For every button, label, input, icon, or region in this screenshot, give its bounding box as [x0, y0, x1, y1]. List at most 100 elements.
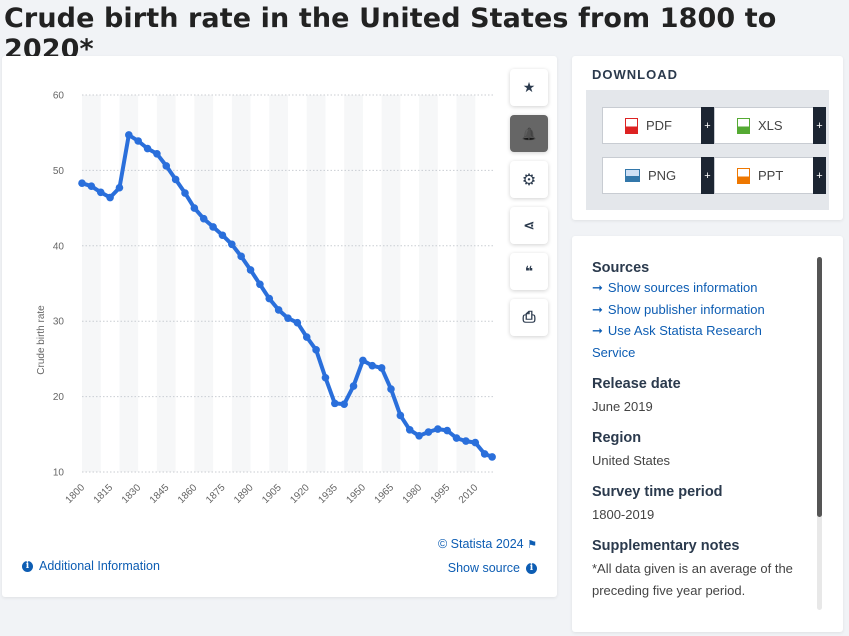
release-heading: Release date	[592, 376, 681, 392]
data-point[interactable]	[312, 346, 320, 354]
data-point[interactable]	[488, 453, 496, 461]
data-point[interactable]	[181, 189, 189, 197]
data-point[interactable]	[115, 183, 124, 192]
survey-heading: Survey time period	[592, 484, 723, 500]
data-point[interactable]	[274, 306, 283, 314]
y-tick-label: 50	[53, 166, 65, 177]
data-point[interactable]	[190, 204, 199, 212]
data-point[interactable]	[96, 188, 105, 197]
download-pdf-button[interactable]: PDF +	[602, 107, 714, 144]
grid-band	[344, 95, 363, 472]
info-scrollbar[interactable]	[817, 257, 822, 610]
x-tick-label: 1890	[232, 482, 256, 506]
x-tick-label: 1875	[204, 482, 228, 506]
x-tick-label: 1995	[429, 482, 453, 506]
sources-heading: Sources	[592, 260, 650, 276]
copyright-link[interactable]: © Statista 2024 ⚑	[438, 537, 537, 551]
plus-icon[interactable]: +	[701, 157, 714, 194]
grid-band	[456, 95, 476, 472]
data-point[interactable]	[434, 425, 442, 433]
download-png-button[interactable]: PNG +	[602, 157, 714, 194]
data-point[interactable]	[171, 175, 180, 184]
arrow-right-icon: ➞	[592, 280, 603, 295]
x-tick-label: 1920	[288, 482, 312, 506]
sources-info-label: Show sources information	[607, 280, 758, 295]
data-point[interactable]	[293, 318, 302, 327]
data-point[interactable]	[284, 314, 292, 322]
data-point[interactable]	[443, 426, 451, 435]
data-point[interactable]	[321, 373, 330, 382]
scrollbar-thumb[interactable]	[817, 257, 822, 517]
chart-card: 10 20 30 40 50 60 1800 1815 1830 1845 1860 1875 189…	[2, 56, 557, 597]
data-point[interactable]	[405, 425, 414, 434]
x-tick-label: 1830	[120, 482, 144, 506]
data-point[interactable]	[415, 432, 423, 440]
flag-icon: ⚑	[527, 539, 537, 551]
data-point[interactable]	[424, 428, 433, 436]
grid-band	[231, 95, 251, 472]
data-point[interactable]	[302, 333, 311, 341]
data-point[interactable]	[368, 361, 377, 370]
data-point[interactable]	[199, 214, 208, 223]
survey-value: 1800-2019	[592, 507, 655, 522]
print-icon[interactable]: ⎙	[510, 299, 548, 336]
chart-toolbar: ★ 🔔 ⚙ ⋖ ❝ ⎙	[510, 69, 548, 345]
ask-research-link[interactable]: ➞ Use Ask Statista Research Service	[592, 320, 802, 363]
data-point[interactable]	[87, 182, 96, 191]
data-point[interactable]	[246, 266, 255, 274]
download-ppt-button[interactable]: PPT +	[714, 157, 826, 194]
x-tick-label: 1800	[64, 482, 88, 506]
x-tick-label: 2010	[457, 482, 481, 506]
data-point[interactable]	[349, 382, 358, 390]
share-icon[interactable]: ⋖	[510, 207, 548, 244]
data-point[interactable]	[218, 231, 227, 240]
data-point[interactable]	[359, 356, 367, 365]
publisher-info-link[interactable]: ➞ Show publisher information	[592, 299, 802, 321]
plus-icon[interactable]: +	[701, 107, 714, 144]
grid-band	[419, 95, 438, 472]
data-point[interactable]	[209, 223, 217, 231]
data-point[interactable]	[162, 162, 171, 170]
star-icon[interactable]: ★	[510, 69, 548, 106]
data-point[interactable]	[340, 400, 348, 408]
data-point[interactable]	[153, 150, 161, 158]
data-point[interactable]	[377, 364, 386, 372]
publisher-info-label: Show publisher information	[607, 301, 765, 317]
x-tick-label: 1860	[176, 482, 200, 506]
download-xls-button[interactable]: XLS +	[714, 107, 826, 144]
data-point[interactable]	[471, 438, 480, 447]
data-point[interactable]	[452, 434, 461, 442]
sources-info-link[interactable]: ➞ Show sources information	[592, 277, 802, 299]
show-source-link[interactable]: Show source i	[448, 561, 537, 575]
y-tick-label: 30	[53, 317, 65, 328]
data-point[interactable]	[462, 437, 470, 445]
gear-icon[interactable]: ⚙	[510, 161, 548, 198]
data-point[interactable]	[228, 240, 236, 249]
release-value: June 2019	[592, 399, 653, 414]
additional-info-label: Additional Information	[39, 559, 160, 573]
y-tick-label: 60	[53, 91, 65, 102]
arrow-right-icon: ➞	[592, 301, 603, 317]
bell-icon[interactable]: 🔔	[510, 115, 548, 152]
data-point[interactable]	[396, 411, 405, 420]
data-point[interactable]	[78, 179, 86, 188]
data-point[interactable]	[387, 385, 395, 393]
data-point[interactable]	[237, 252, 245, 261]
data-point[interactable]	[143, 144, 152, 153]
plus-icon[interactable]: +	[813, 107, 826, 144]
data-point[interactable]	[256, 280, 264, 289]
data-point[interactable]	[125, 131, 133, 139]
plus-icon[interactable]: +	[813, 157, 826, 194]
additional-info-link[interactable]: i Additional Information	[22, 559, 160, 573]
data-point[interactable]	[480, 450, 489, 458]
grid-band	[119, 95, 139, 472]
data-point[interactable]	[265, 294, 274, 303]
quote-icon[interactable]: ❝	[510, 253, 548, 290]
data-point[interactable]	[106, 193, 114, 202]
data-point[interactable]	[331, 399, 339, 408]
grid-band	[269, 95, 288, 472]
info-panel: Sources ➞ Show sources information ➞ Show …	[572, 236, 843, 632]
pdf-file-icon	[625, 117, 638, 134]
data-point[interactable]	[134, 137, 142, 145]
page-title: Crude birth rate in the United States fr…	[4, 3, 777, 65]
